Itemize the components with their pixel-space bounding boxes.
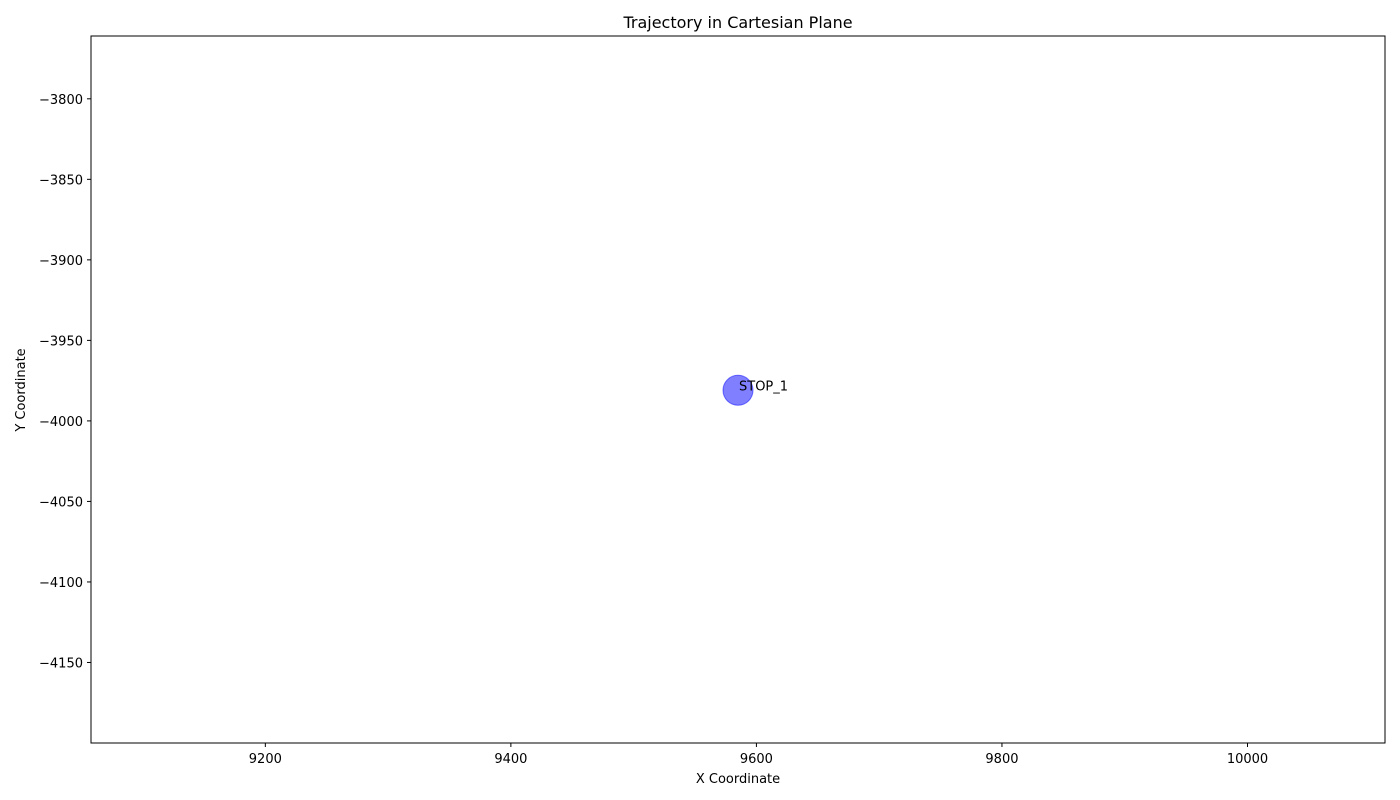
- y-tick-label: −3850: [39, 173, 83, 188]
- scatter-point: [722, 374, 754, 406]
- y-axis: −3800 −3850 −3900 −3950 −4000 −4050 −4100 −4150: [39, 93, 91, 671]
- y-tick-label: −3800: [39, 93, 83, 108]
- y-axis-label: Y Coordinate: [14, 348, 29, 432]
- scatter-points: STOP_1: [722, 374, 788, 406]
- x-axis: 9200 9400 9600 9800 10000: [249, 743, 1268, 767]
- y-tick-label: −3950: [39, 334, 83, 349]
- x-axis-label: X Coordinate: [696, 772, 780, 787]
- y-tick-label: −4100: [39, 576, 83, 591]
- y-tick-label: −3900: [39, 254, 83, 269]
- x-tick-label: 10000: [1227, 752, 1268, 767]
- x-tick-label: 9200: [249, 752, 282, 767]
- y-tick-label: −4150: [39, 656, 83, 671]
- x-tick-label: 9400: [494, 752, 527, 767]
- chart-title: Trajectory in Cartesian Plane: [622, 13, 852, 32]
- y-tick-label: −4050: [39, 495, 83, 510]
- y-tick-label: −4000: [39, 415, 83, 430]
- point-label: STOP_1: [739, 379, 788, 394]
- x-tick-label: 9600: [740, 752, 773, 767]
- x-tick-label: 9800: [985, 752, 1018, 767]
